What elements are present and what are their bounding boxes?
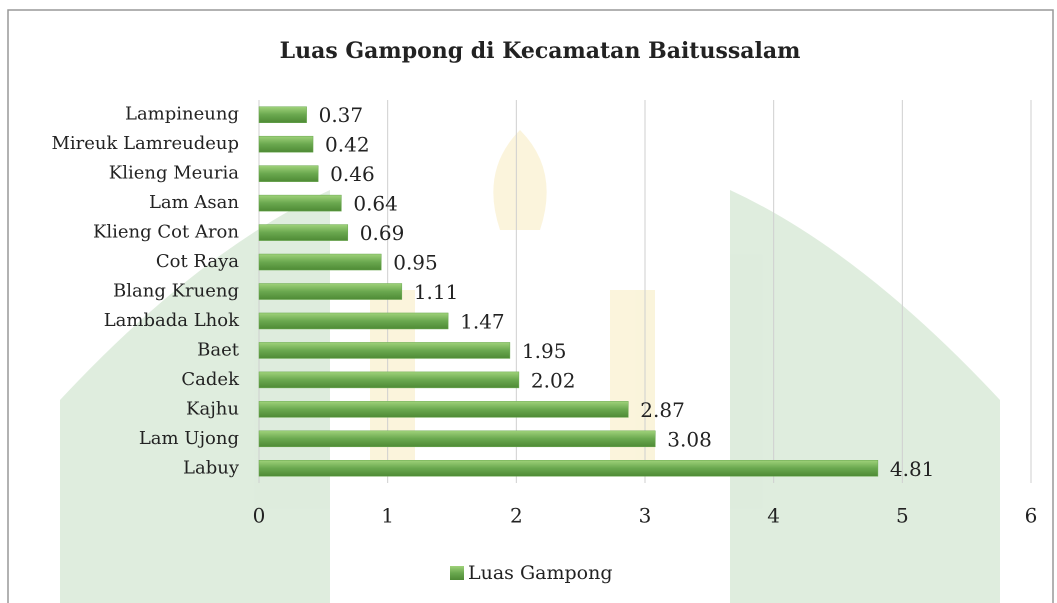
y-tick-label: Baet	[197, 339, 240, 360]
y-tick-label: Cot Raya	[156, 251, 239, 272]
bar	[259, 401, 628, 417]
bar	[259, 431, 655, 447]
data-label: 0.42	[325, 133, 370, 157]
bar	[259, 342, 510, 358]
x-tick-label: 3	[639, 504, 652, 528]
data-label: 0.46	[330, 162, 375, 186]
data-label: 0.64	[353, 192, 398, 216]
data-label: 0.95	[393, 251, 438, 275]
x-tick-label: 6	[1025, 504, 1038, 528]
bar	[259, 107, 307, 123]
data-label: 4.81	[890, 457, 935, 481]
y-tick-label: Kajhu	[186, 398, 239, 419]
chart: Luas Gampong di Kecamatan Baitussalam 0 1…	[0, 0, 1057, 603]
y-tick-label: Klieng Cot Aron	[93, 222, 239, 243]
data-label: 2.87	[640, 398, 685, 422]
bar	[259, 254, 381, 270]
data-label: 1.11	[414, 280, 459, 304]
chart-title: Luas Gampong di Kecamatan Baitussalam	[280, 38, 801, 64]
y-tick-label: Mireuk Lamreudeup	[51, 133, 239, 154]
data-label: 2.02	[531, 368, 576, 392]
data-label: 0.37	[319, 103, 364, 127]
y-tick-label: Labuy	[183, 457, 240, 478]
bar	[259, 136, 313, 152]
y-tick-label: Cadek	[181, 369, 240, 390]
bar	[259, 284, 402, 300]
y-tick-label: Lampineung	[125, 104, 239, 125]
x-tick-label: 0	[253, 504, 266, 528]
x-tick-label: 5	[896, 504, 909, 528]
data-label: 1.95	[522, 339, 567, 363]
x-tick-label: 4	[767, 504, 780, 528]
y-tick-label: Klieng Meuria	[109, 163, 239, 184]
bar	[259, 225, 348, 241]
y-tick-label: Lam Ujong	[139, 428, 239, 449]
legend-label: Luas Gampong	[468, 562, 613, 584]
x-tick-label: 1	[381, 504, 394, 528]
bar	[259, 313, 448, 329]
data-label: 3.08	[667, 427, 712, 451]
data-label: 0.69	[360, 221, 405, 245]
y-tick-label: Lambada Lhok	[104, 310, 240, 331]
legend-swatch	[450, 566, 464, 580]
bar	[259, 460, 878, 476]
x-tick-label: 2	[510, 504, 523, 528]
bar	[259, 372, 519, 388]
bar	[259, 195, 341, 211]
y-tick-label: Blang Krueng	[113, 281, 239, 302]
data-label: 1.47	[460, 309, 505, 333]
y-tick-label: Lam Asan	[149, 192, 239, 213]
bar	[259, 166, 318, 182]
